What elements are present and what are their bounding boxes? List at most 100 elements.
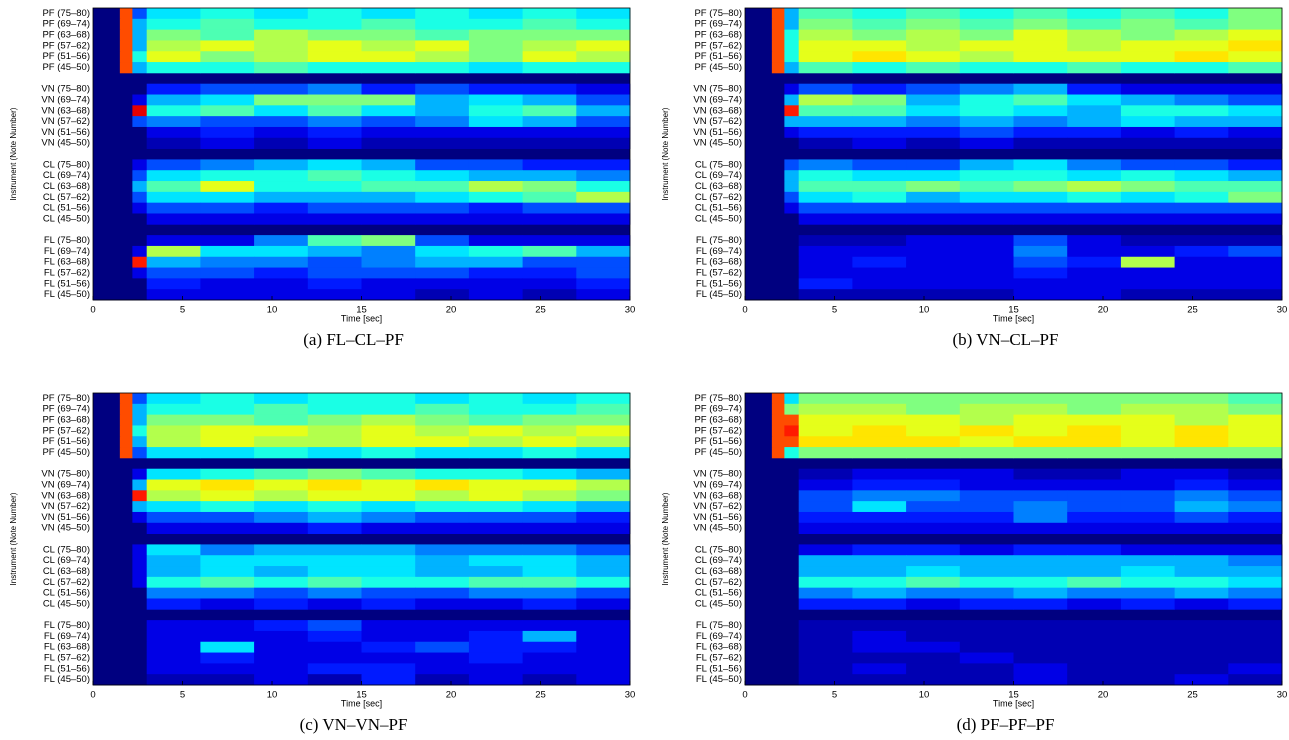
y-category-label: CL (57–62)	[43, 192, 90, 203]
heat-cell	[119, 598, 133, 610]
heat-cell	[906, 137, 961, 149]
heat-cell	[361, 425, 416, 437]
heat-cell	[146, 213, 201, 225]
heat-cell	[784, 181, 800, 193]
heat-cell	[468, 544, 523, 556]
heat-cell	[1174, 40, 1229, 52]
heat-cell	[906, 576, 961, 589]
heat-cell	[254, 191, 309, 204]
heat-cell	[132, 170, 148, 182]
heat-cell	[784, 436, 800, 448]
heat-cell	[959, 105, 1014, 117]
heat-cell	[576, 652, 631, 664]
y-category-label: CL (69–74)	[43, 170, 90, 181]
heat-cell	[522, 191, 577, 204]
heat-cell	[146, 393, 201, 405]
heat-cell	[784, 447, 800, 459]
heat-cell	[1120, 436, 1175, 448]
heat-cell	[1174, 620, 1229, 632]
heat-cell	[771, 267, 785, 279]
heat-cell	[1120, 490, 1175, 502]
heat-cell	[254, 576, 309, 589]
heat-cell	[200, 630, 255, 643]
heat-cell	[307, 393, 362, 405]
heat-cell	[852, 544, 907, 556]
heat-cell	[307, 202, 362, 214]
heat-cell	[1174, 8, 1229, 20]
heat-cell	[146, 181, 201, 193]
heat-cell	[1228, 393, 1283, 405]
heat-cell	[200, 235, 255, 247]
heat-cell	[200, 18, 255, 31]
heat-cell	[93, 436, 121, 448]
heat-cell	[1067, 393, 1122, 405]
heat-cell	[1120, 116, 1175, 128]
heat-cell	[745, 652, 773, 664]
heat-cell	[771, 83, 785, 95]
heat-cell	[1067, 191, 1122, 204]
heat-cell	[771, 191, 785, 204]
y-category-label: PF (51–56)	[694, 436, 742, 447]
heat-cell	[468, 105, 523, 117]
heat-cell	[1174, 51, 1229, 63]
heat-cell	[200, 641, 255, 653]
heat-cell	[959, 159, 1014, 171]
heat-cell	[1067, 267, 1122, 279]
x-tick-label: 15	[356, 690, 367, 701]
heat-cell	[798, 83, 853, 95]
heat-cell	[1067, 414, 1122, 426]
heat-cell	[798, 652, 853, 664]
heat-cell	[852, 555, 907, 567]
heat-cell	[771, 663, 785, 675]
heat-cell	[132, 289, 148, 301]
heat-cell	[468, 393, 523, 405]
heat-cell	[852, 425, 907, 437]
heat-cell	[307, 105, 362, 117]
heat-cell	[415, 18, 470, 31]
heat-cell	[771, 501, 785, 513]
heat-cell	[307, 159, 362, 171]
heat-cell	[119, 137, 133, 149]
x-axis-label: Time [sec]	[341, 698, 382, 708]
heat-cell	[468, 18, 523, 31]
heat-cell	[1120, 137, 1175, 149]
y-category-label: FL (69–74)	[44, 631, 90, 642]
heat-cell	[745, 479, 773, 491]
heat-cell	[93, 620, 121, 632]
x-tick-label: 5	[832, 305, 837, 316]
heat-cell	[254, 202, 309, 214]
heat-cell	[1120, 256, 1175, 268]
heat-cell	[959, 620, 1014, 632]
heat-cell	[132, 159, 148, 171]
heat-cell	[200, 105, 255, 117]
heat-cell	[307, 116, 362, 128]
heat-cell	[798, 414, 853, 426]
heat-cell	[415, 663, 470, 675]
heat-cell	[468, 630, 523, 643]
heat-cell	[771, 137, 785, 149]
heat-cell	[798, 630, 853, 643]
heat-cell	[784, 245, 800, 258]
heat-cell	[1067, 181, 1122, 193]
heat-cell	[307, 403, 362, 416]
heat-cell	[798, 522, 853, 534]
y-category-label: PF (51–56)	[42, 51, 90, 62]
heat-cell	[1228, 289, 1283, 301]
heat-cell	[132, 267, 148, 279]
heat-cell	[200, 116, 255, 128]
y-category-label: VN (57–62)	[41, 501, 90, 512]
heat-cell	[361, 501, 416, 513]
heat-cell	[852, 652, 907, 664]
heat-cell	[798, 544, 853, 556]
heat-cell	[1013, 414, 1068, 426]
heat-cell	[93, 191, 121, 204]
heat-cell	[307, 40, 362, 52]
heat-cell	[415, 40, 470, 52]
heat-cell	[146, 587, 201, 599]
heat-cell	[1228, 51, 1283, 63]
heat-cell	[132, 51, 148, 63]
heat-cell	[415, 213, 470, 225]
heat-cell	[1013, 555, 1068, 567]
heat-cell	[132, 191, 148, 204]
heat-cell	[852, 137, 907, 149]
